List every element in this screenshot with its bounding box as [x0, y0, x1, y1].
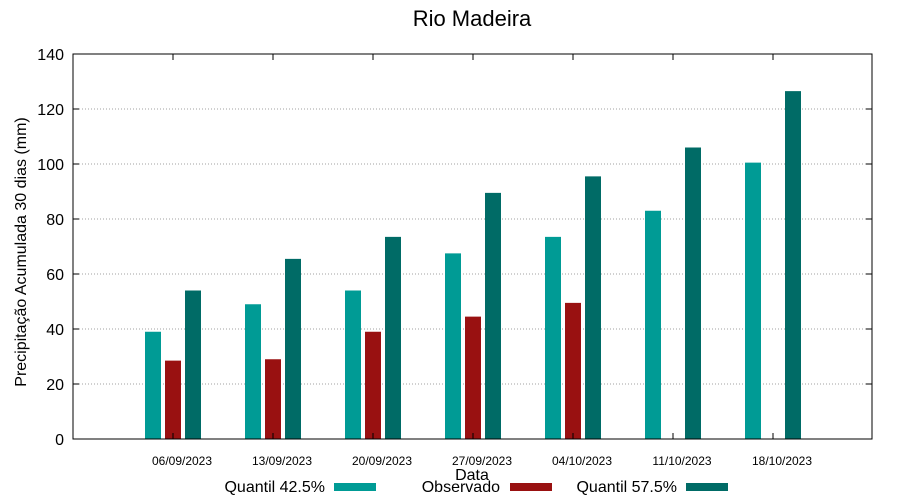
- bar-quantil-57-5--2: [385, 236, 401, 439]
- x-tick-label: 18/10/2023: [752, 454, 812, 468]
- y-tick-label: 140: [37, 47, 64, 64]
- x-axis-ticks: 06/09/2023 13/09/2023 20/09/2023 27/09/2023…: [152, 54, 812, 468]
- y-tick-label: 0: [55, 432, 64, 449]
- bar-quantil-57-5--5: [685, 147, 701, 439]
- x-tick-label: 13/09/2023: [252, 454, 312, 468]
- y-tick-label: 40: [46, 322, 64, 339]
- bar-observado-1: [265, 359, 281, 439]
- x-tick-label: 27/09/2023: [452, 454, 512, 468]
- chart-title: Rio Madeira: [413, 6, 532, 31]
- y-tick-label: 100: [37, 157, 64, 174]
- y-tick-label: 20: [46, 377, 64, 394]
- bar-observado-2: [365, 331, 381, 439]
- bar-quantil-57-5--0: [185, 290, 201, 439]
- x-tick-label: 06/09/2023: [152, 454, 212, 468]
- bar-quantil-42-5--0: [145, 331, 161, 439]
- y-tick-label: 60: [46, 267, 64, 284]
- legend-label: Quantil 42.5%: [224, 479, 325, 496]
- y-axis-ticks: 0 20 40 60 80 100 120 140: [37, 47, 872, 449]
- x-tick-label: 20/09/2023: [352, 454, 412, 468]
- bar-quantil-42-5--2: [345, 290, 361, 439]
- y-axis-label: Precipitação Acumulada 30 dias (mm): [13, 117, 30, 386]
- bar-quantil-57-5--6: [785, 91, 801, 439]
- x-tick-label: 04/10/2023: [552, 454, 612, 468]
- bar-observado-3: [465, 316, 481, 439]
- legend: Quantil 42.5% Observado Quantil 57.5%: [224, 479, 728, 496]
- x-axis-label: Data: [455, 467, 489, 484]
- x-tick-label: 11/10/2023: [652, 454, 711, 468]
- bar-quantil-42-5--4: [545, 236, 561, 439]
- bar-observado-4: [565, 302, 581, 439]
- legend-label: Observado: [422, 479, 500, 496]
- y-tick-label: 120: [37, 102, 64, 119]
- bar-quantil-42-5--6: [745, 162, 761, 439]
- bar-quantil-42-5--1: [245, 304, 261, 439]
- y-tick-label: 80: [46, 212, 64, 229]
- bar-quantil-57-5--1: [285, 258, 301, 439]
- bar-quantil-42-5--5: [645, 210, 661, 439]
- bars: [145, 91, 801, 439]
- legend-label: Quantil 57.5%: [576, 479, 677, 496]
- bar-quantil-57-5--4: [585, 176, 601, 439]
- bar-quantil-57-5--3: [485, 192, 501, 439]
- legend-swatch: [686, 483, 728, 491]
- legend-swatch: [334, 483, 376, 491]
- legend-swatch: [510, 483, 552, 491]
- bar-quantil-42-5--3: [445, 253, 461, 439]
- bar-observado-0: [165, 360, 181, 439]
